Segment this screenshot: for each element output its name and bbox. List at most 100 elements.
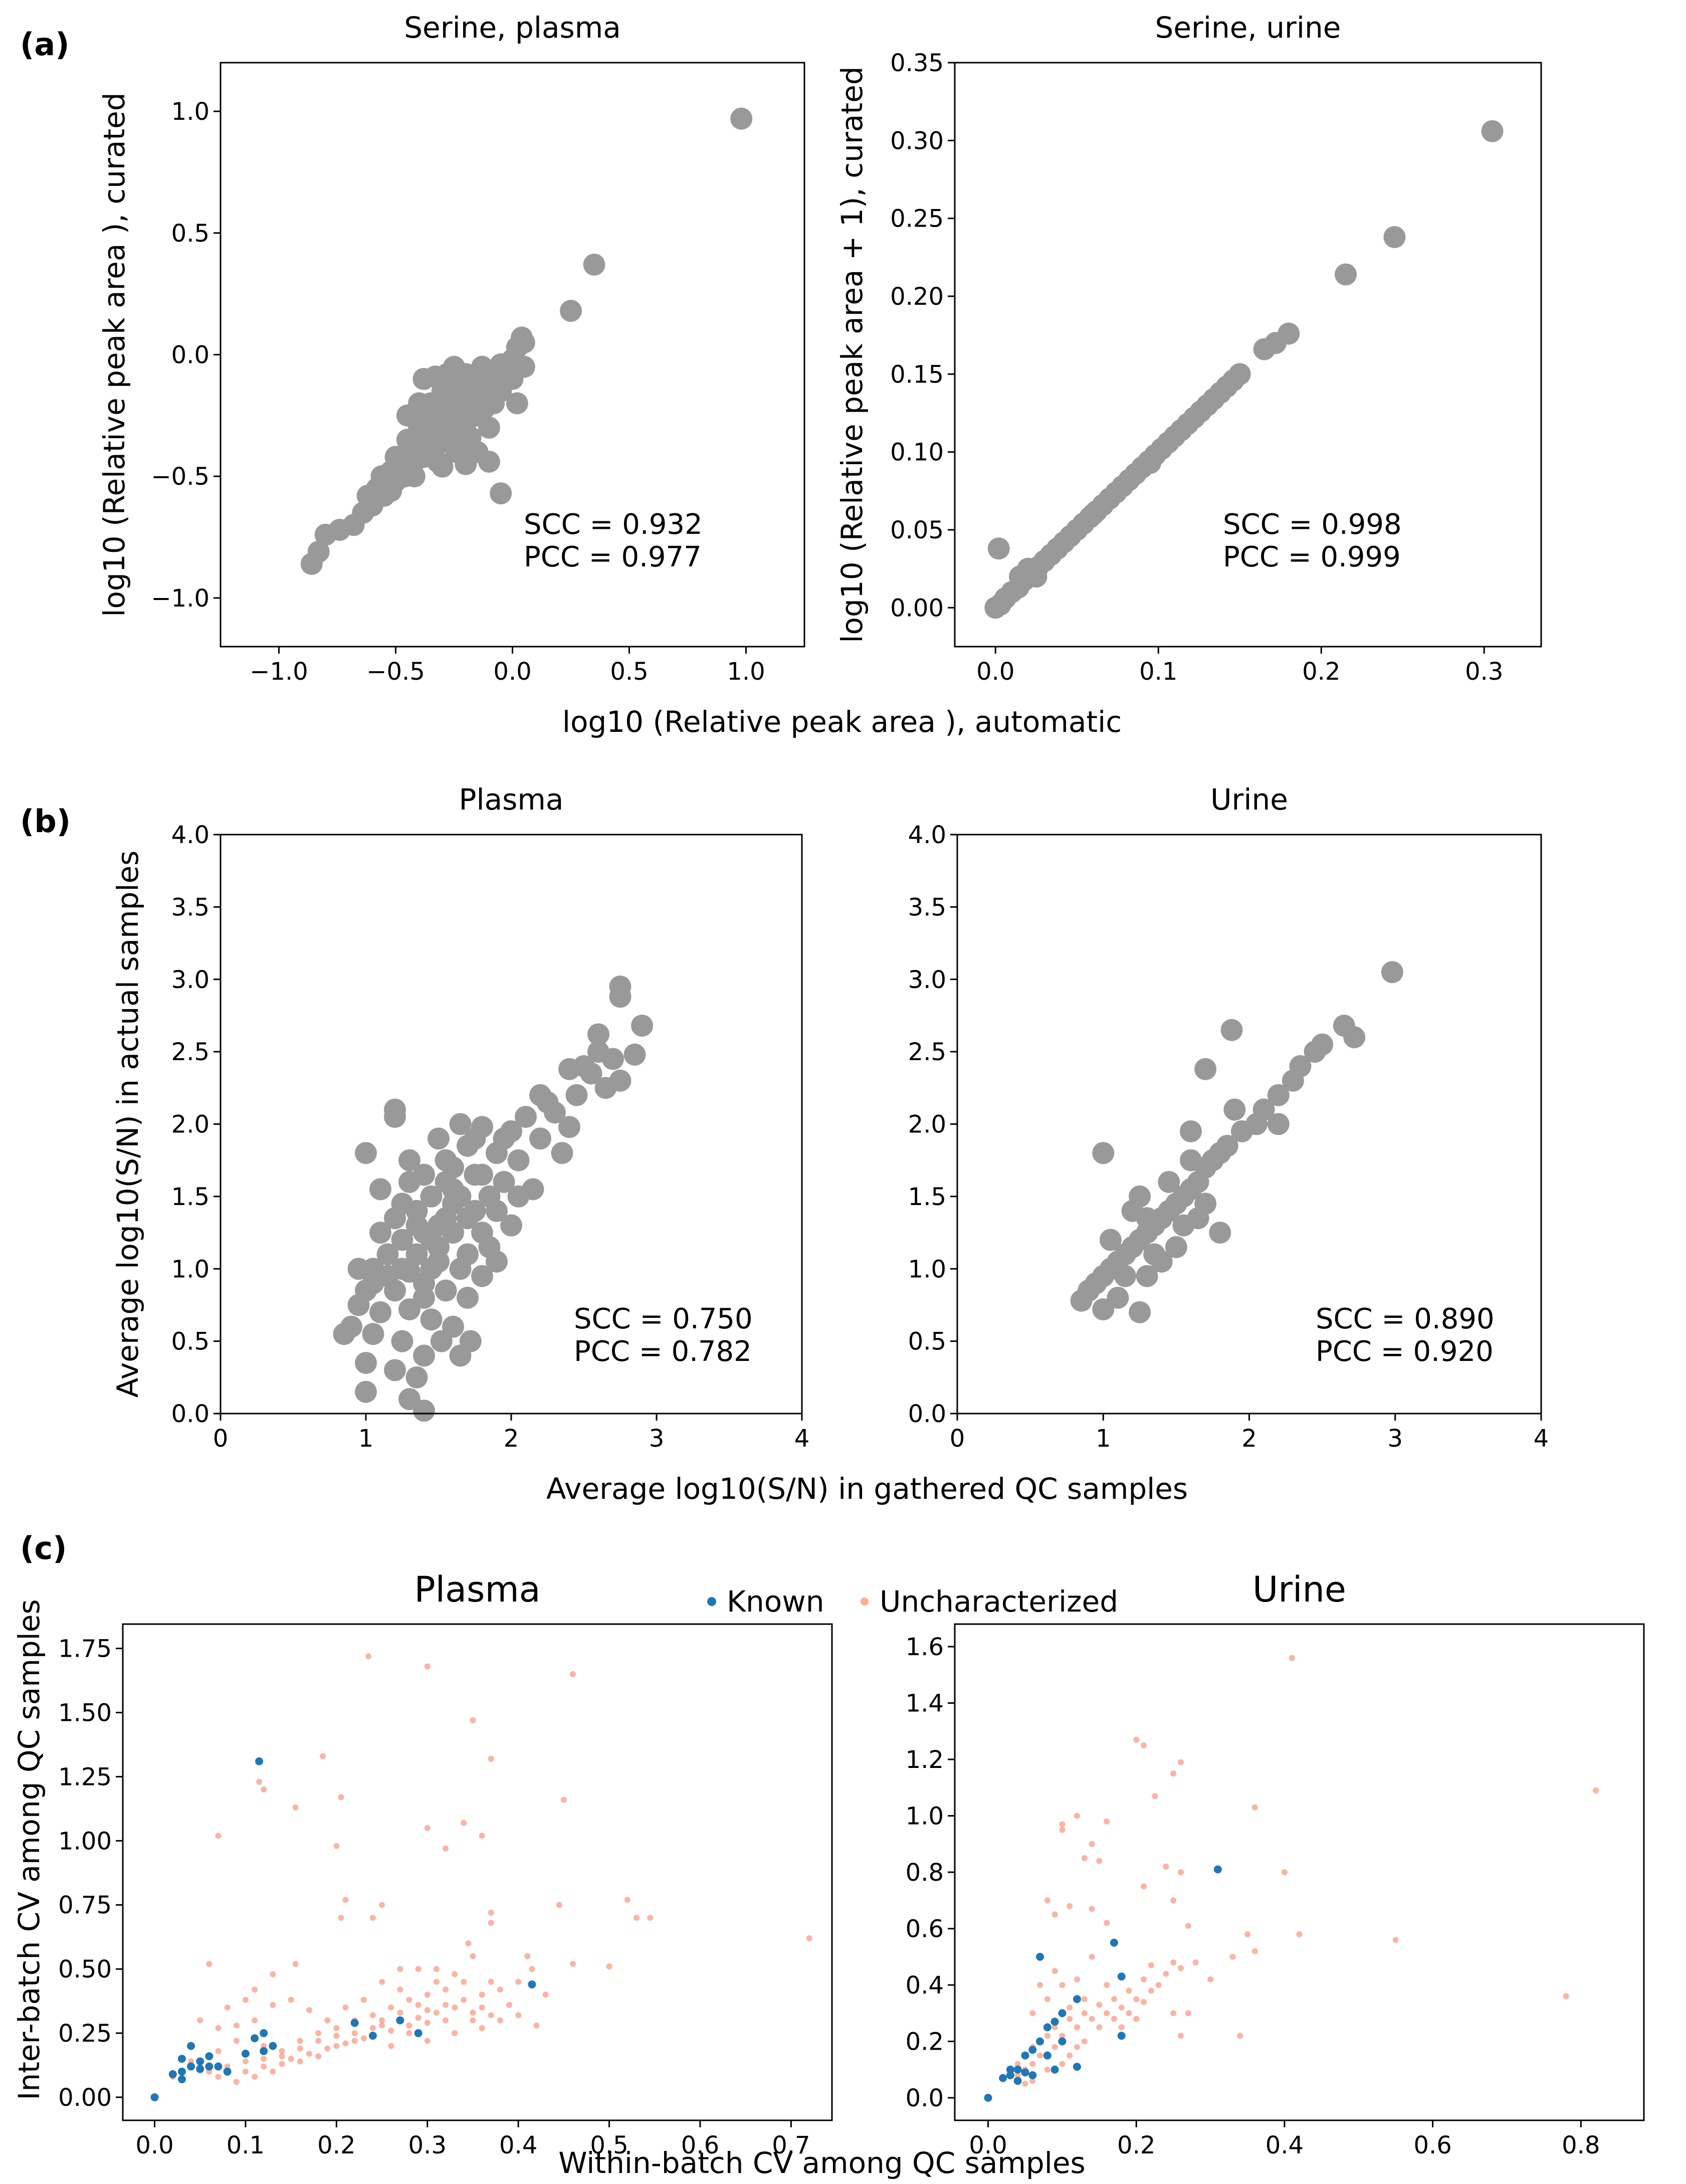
uncharacterized-point <box>1111 1996 1117 2003</box>
uncharacterized-point <box>1170 2010 1177 2017</box>
uncharacterized-point <box>569 1960 576 1967</box>
uncharacterized-point <box>556 1902 562 1908</box>
uncharacterized-point <box>1170 1897 1177 1904</box>
stat-annotation: PCC = 0.999 <box>1223 541 1401 573</box>
known-point <box>984 2094 992 2102</box>
uncharacterized-point <box>379 1978 385 1985</box>
uncharacterized-point <box>1177 1759 1184 1765</box>
stat-annotation: SCC = 0.750 <box>574 1303 753 1335</box>
uncharacterized-point <box>465 1940 472 1946</box>
uncharacterized-point <box>443 1845 449 1852</box>
data-point <box>356 485 379 507</box>
uncharacterized-point <box>488 1755 494 1762</box>
data-point <box>457 1287 479 1309</box>
data-point <box>1136 1265 1158 1287</box>
uncharacterized-point <box>569 1671 576 1677</box>
uncharacterized-point <box>320 1753 326 1759</box>
data-point <box>507 1185 530 1208</box>
known-point <box>223 2067 232 2076</box>
chart-cv-plasma: Plasma 0.0 0.1 0.2 0.3 0.4 0.5 0.6 0.7 0.00 0.25 0.… <box>58 1569 833 2159</box>
uncharacterized-point <box>415 2015 422 2021</box>
x-tick-label: 0.7 <box>772 2131 810 2159</box>
y-tick-label: 1.5 <box>171 1183 209 1211</box>
uncharacterized-point <box>360 1997 367 2003</box>
data-point <box>471 1163 493 1186</box>
data-point <box>471 1265 493 1287</box>
known-point <box>528 1980 536 1989</box>
uncharacterized-point <box>360 2035 367 2042</box>
uncharacterized-point <box>415 2002 422 2008</box>
uncharacterized-point <box>479 1833 485 1839</box>
uncharacterized-point <box>369 2012 376 2019</box>
data-point <box>1230 1120 1253 1142</box>
uncharacterized-point <box>270 2068 276 2075</box>
known-point <box>1028 2046 1037 2054</box>
known-point <box>1036 1952 1044 1961</box>
uncharacterized-point <box>633 1914 640 1921</box>
data-point <box>405 1366 428 1388</box>
y-tick-label: 0.0 <box>171 1400 209 1428</box>
uncharacterized-point <box>1067 2016 1073 2022</box>
uncharacterized-point <box>270 1971 276 1977</box>
data-point <box>408 417 431 439</box>
y-tick-label: 1.6 <box>906 1633 944 1661</box>
data-point <box>507 1149 530 1171</box>
y-tick-label: 0.6 <box>906 1915 944 1943</box>
uncharacterized-point <box>261 1786 267 1793</box>
uncharacterized-point <box>1177 1869 1184 1875</box>
known-point <box>1050 2065 1059 2074</box>
known-point <box>196 2065 204 2073</box>
x-tick-label: 1.0 <box>727 658 765 686</box>
uncharacterized-point <box>215 2074 222 2080</box>
data-point <box>384 1106 406 1128</box>
uncharacterized-point <box>215 2025 222 2031</box>
uncharacterized-point <box>461 1978 467 1985</box>
data-point <box>1304 1041 1326 1063</box>
y-tick-label: 0.5 <box>171 220 209 248</box>
panel-label-b: (b) <box>20 803 71 840</box>
x-tick-label: 0.4 <box>499 2131 537 2159</box>
uncharacterized-point <box>279 2061 285 2067</box>
uncharacterized-point <box>342 2040 349 2047</box>
data-point <box>1070 1289 1093 1312</box>
known-point <box>1058 2037 1067 2046</box>
y-axis-label: Average log10(S/N) in actual samples <box>111 851 145 1398</box>
x-tick-label: 2 <box>504 1425 519 1453</box>
y-tick-label: 0.5 <box>171 1328 209 1356</box>
data-point <box>464 1200 486 1222</box>
uncharacterized-point <box>506 2002 512 2008</box>
data-point <box>493 1127 515 1150</box>
uncharacterized-point <box>406 2022 412 2029</box>
y-tick-label: 0.0 <box>906 2084 944 2112</box>
known-point <box>414 2029 423 2038</box>
uncharacterized-point <box>1044 2066 1050 2073</box>
uncharacterized-point <box>1029 2010 1036 2017</box>
data-point <box>405 1214 428 1237</box>
uncharacterized-point <box>1155 1982 1162 1988</box>
uncharacterized-point <box>1251 1804 1258 1811</box>
x-tick-label: 0.0 <box>976 658 1014 686</box>
uncharacterized-point <box>297 2038 303 2044</box>
data-point <box>449 1113 472 1135</box>
uncharacterized-point <box>279 2053 285 2060</box>
uncharacterized-point <box>1148 1988 1154 1994</box>
data-point <box>506 392 528 415</box>
chart-serine-plasma: Serine, plasma log10 (Relative peak area … <box>97 11 805 686</box>
uncharacterized-point <box>1074 1976 1080 1982</box>
uncharacterized-point <box>1170 1770 1177 1777</box>
uncharacterized-point <box>433 1978 440 1985</box>
y-tick-label: 0.00 <box>890 594 944 622</box>
uncharacterized-point <box>1281 1869 1288 1875</box>
data-point <box>1278 322 1300 345</box>
uncharacterized-point <box>333 1843 340 1849</box>
uncharacterized-point <box>1044 1996 1050 2003</box>
uncharacterized-point <box>197 2017 203 2024</box>
data-point <box>1223 1098 1246 1121</box>
uncharacterized-point <box>1104 1920 1110 1926</box>
uncharacterized-point <box>233 2022 240 2029</box>
uncharacterized-point <box>338 1794 344 1801</box>
y-tick-label: 2.0 <box>171 1111 209 1139</box>
data-point <box>398 1171 420 1193</box>
y-tick-label: 0.25 <box>890 205 944 233</box>
known-point <box>177 2067 186 2076</box>
